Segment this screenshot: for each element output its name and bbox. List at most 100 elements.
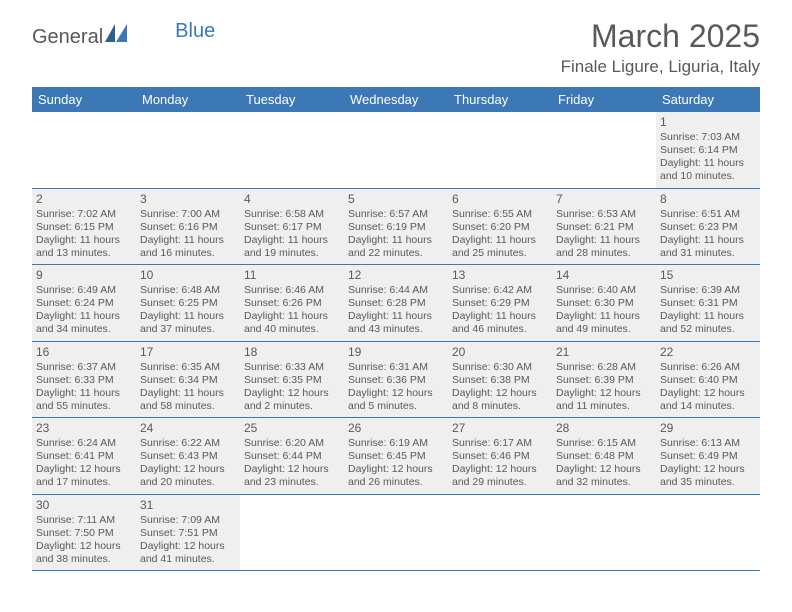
info-daylight1: Daylight: 12 hours [36,540,132,553]
info-sunset: Sunset: 7:51 PM [140,527,236,540]
info-daylight1: Daylight: 12 hours [244,463,340,476]
day-cell: 2Sunrise: 7:02 AMSunset: 6:15 PMDaylight… [32,189,136,265]
weekday-saturday: Saturday [656,87,760,112]
info-daylight2: and 23 minutes. [244,476,340,489]
weekday-friday: Friday [552,87,656,112]
info-sunset: Sunset: 6:25 PM [140,297,236,310]
day-cell: 23Sunrise: 6:24 AMSunset: 6:41 PMDayligh… [32,418,136,494]
info-sunset: Sunset: 6:48 PM [556,450,652,463]
day-cell-blank [448,112,552,188]
info-sunrise: Sunrise: 6:13 AM [660,437,756,450]
day-number: 20 [452,345,548,360]
calendar: SundayMondayTuesdayWednesdayThursdayFrid… [32,87,760,571]
info-sunset: Sunset: 6:20 PM [452,221,548,234]
info-daylight1: Daylight: 12 hours [660,387,756,400]
day-cell: 3Sunrise: 7:00 AMSunset: 6:16 PMDaylight… [136,189,240,265]
weekday-sunday: Sunday [32,87,136,112]
day-cell: 9Sunrise: 6:49 AMSunset: 6:24 PMDaylight… [32,265,136,341]
day-cell-blank [136,112,240,188]
day-number: 7 [556,192,652,207]
day-cell: 8Sunrise: 6:51 AMSunset: 6:23 PMDaylight… [656,189,760,265]
day-number: 26 [348,421,444,436]
info-daylight1: Daylight: 12 hours [244,387,340,400]
info-sunrise: Sunrise: 6:30 AM [452,361,548,374]
info-daylight1: Daylight: 11 hours [140,234,236,247]
info-sunrise: Sunrise: 6:55 AM [452,208,548,221]
day-cell: 14Sunrise: 6:40 AMSunset: 6:30 PMDayligh… [552,265,656,341]
weekday-wednesday: Wednesday [344,87,448,112]
info-sunset: Sunset: 6:39 PM [556,374,652,387]
info-daylight2: and 11 minutes. [556,400,652,413]
info-sunrise: Sunrise: 6:44 AM [348,284,444,297]
info-sunset: Sunset: 6:23 PM [660,221,756,234]
month-title: March 2025 [561,18,760,55]
info-sunrise: Sunrise: 6:48 AM [140,284,236,297]
info-daylight2: and 38 minutes. [36,553,132,566]
day-cell-blank [448,495,552,571]
day-cell: 21Sunrise: 6:28 AMSunset: 6:39 PMDayligh… [552,342,656,418]
info-daylight2: and 28 minutes. [556,247,652,260]
info-daylight2: and 14 minutes. [660,400,756,413]
info-daylight2: and 58 minutes. [140,400,236,413]
day-number: 22 [660,345,756,360]
info-sunset: Sunset: 6:46 PM [452,450,548,463]
info-daylight2: and 32 minutes. [556,476,652,489]
day-cell: 6Sunrise: 6:55 AMSunset: 6:20 PMDaylight… [448,189,552,265]
logo-text-2: Blue [175,20,215,43]
day-cell-blank [240,112,344,188]
info-sunset: Sunset: 6:36 PM [348,374,444,387]
info-daylight2: and 41 minutes. [140,553,236,566]
info-daylight2: and 13 minutes. [36,247,132,260]
day-cell: 20Sunrise: 6:30 AMSunset: 6:38 PMDayligh… [448,342,552,418]
day-number: 6 [452,192,548,207]
info-daylight1: Daylight: 11 hours [660,157,756,170]
day-number: 10 [140,268,236,283]
info-sunrise: Sunrise: 6:37 AM [36,361,132,374]
day-number: 25 [244,421,340,436]
day-cell: 16Sunrise: 6:37 AMSunset: 6:33 PMDayligh… [32,342,136,418]
info-daylight1: Daylight: 11 hours [452,310,548,323]
info-sunrise: Sunrise: 6:22 AM [140,437,236,450]
day-cell: 25Sunrise: 6:20 AMSunset: 6:44 PMDayligh… [240,418,344,494]
info-daylight2: and 43 minutes. [348,323,444,336]
day-number: 30 [36,498,132,513]
info-daylight1: Daylight: 11 hours [660,310,756,323]
info-daylight1: Daylight: 12 hours [452,387,548,400]
info-sunrise: Sunrise: 6:51 AM [660,208,756,221]
day-cell: 28Sunrise: 6:15 AMSunset: 6:48 PMDayligh… [552,418,656,494]
day-number: 31 [140,498,236,513]
info-daylight1: Daylight: 12 hours [556,463,652,476]
info-daylight1: Daylight: 11 hours [348,310,444,323]
info-sunrise: Sunrise: 6:39 AM [660,284,756,297]
day-number: 19 [348,345,444,360]
info-sunrise: Sunrise: 7:09 AM [140,514,236,527]
info-daylight1: Daylight: 12 hours [660,463,756,476]
logo-sail-icon [105,24,127,47]
day-cell: 22Sunrise: 6:26 AMSunset: 6:40 PMDayligh… [656,342,760,418]
day-cell-blank [656,495,760,571]
day-cell: 31Sunrise: 7:09 AMSunset: 7:51 PMDayligh… [136,495,240,571]
info-sunrise: Sunrise: 6:31 AM [348,361,444,374]
info-sunrise: Sunrise: 7:11 AM [36,514,132,527]
info-daylight1: Daylight: 11 hours [556,310,652,323]
info-sunrise: Sunrise: 6:33 AM [244,361,340,374]
day-number: 8 [660,192,756,207]
header: General Blue March 2025 Finale Ligure, L… [0,0,792,77]
info-sunrise: Sunrise: 6:57 AM [348,208,444,221]
info-sunrise: Sunrise: 6:35 AM [140,361,236,374]
info-daylight2: and 31 minutes. [660,247,756,260]
info-sunrise: Sunrise: 6:24 AM [36,437,132,450]
info-daylight1: Daylight: 12 hours [140,463,236,476]
day-number: 21 [556,345,652,360]
info-daylight1: Daylight: 12 hours [452,463,548,476]
info-sunset: Sunset: 6:30 PM [556,297,652,310]
day-cell: 10Sunrise: 6:48 AMSunset: 6:25 PMDayligh… [136,265,240,341]
info-daylight2: and 17 minutes. [36,476,132,489]
info-daylight2: and 34 minutes. [36,323,132,336]
day-number: 28 [556,421,652,436]
info-daylight1: Daylight: 11 hours [244,310,340,323]
weekday-tuesday: Tuesday [240,87,344,112]
info-daylight1: Daylight: 11 hours [244,234,340,247]
day-number: 16 [36,345,132,360]
info-daylight1: Daylight: 12 hours [36,463,132,476]
